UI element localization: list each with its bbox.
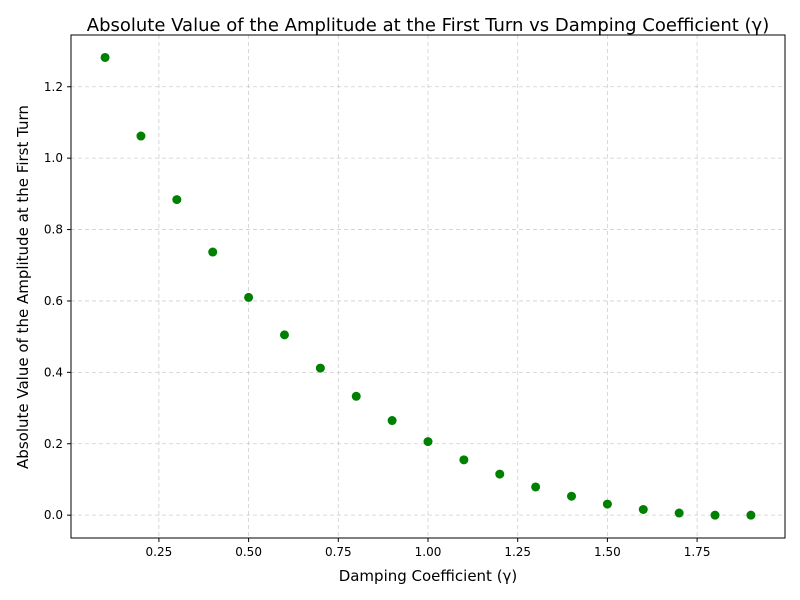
data-point [100,52,110,62]
x-tick-label: 0.50 [235,545,262,559]
data-point [423,437,433,447]
data-points [100,52,756,520]
data-point [638,504,648,514]
data-point [244,292,254,302]
data-point [136,131,146,141]
y-tick-label: 1.2 [44,80,63,94]
x-tick-label: 1.75 [684,545,711,559]
data-point [746,510,756,520]
y-tick-label: 0.6 [44,294,63,308]
data-point [387,416,397,426]
x-tick-label: 1.50 [594,545,621,559]
data-point [351,391,361,401]
y-tick-label: 0.8 [44,223,63,237]
data-point [459,455,469,465]
y-tick-label: 0.0 [44,508,63,522]
data-point [172,195,182,205]
x-tick-label: 1.25 [504,545,531,559]
data-point [315,363,325,373]
data-point [567,491,577,501]
chart-title: Absolute Value of the Amplitude at the F… [87,15,769,36]
data-point [710,510,720,520]
x-tick-label: 1.00 [415,545,442,559]
y-tick-label: 0.4 [44,365,63,379]
y-tick-label: 0.2 [44,437,63,451]
x-axis-label: Damping Coefficient (γ) [339,567,518,585]
y-tick-label: 1.0 [44,151,63,165]
x-tick-label: 0.75 [325,545,352,559]
data-point [674,508,684,518]
x-tick-label: 0.25 [146,545,173,559]
data-point [602,499,612,509]
data-point [208,247,218,257]
y-axis-ticks: 0.0 0.2 0.4 0.6 0.8 1.0 1.2 [44,80,71,522]
data-point [495,469,505,479]
y-axis-label: Absolute Value of the Amplitude at the F… [14,105,32,469]
grid [71,35,785,538]
x-axis-ticks: 0.25 0.50 0.75 1.00 1.25 1.50 1.75 [146,538,711,559]
data-point [279,330,289,340]
data-point [531,482,541,492]
